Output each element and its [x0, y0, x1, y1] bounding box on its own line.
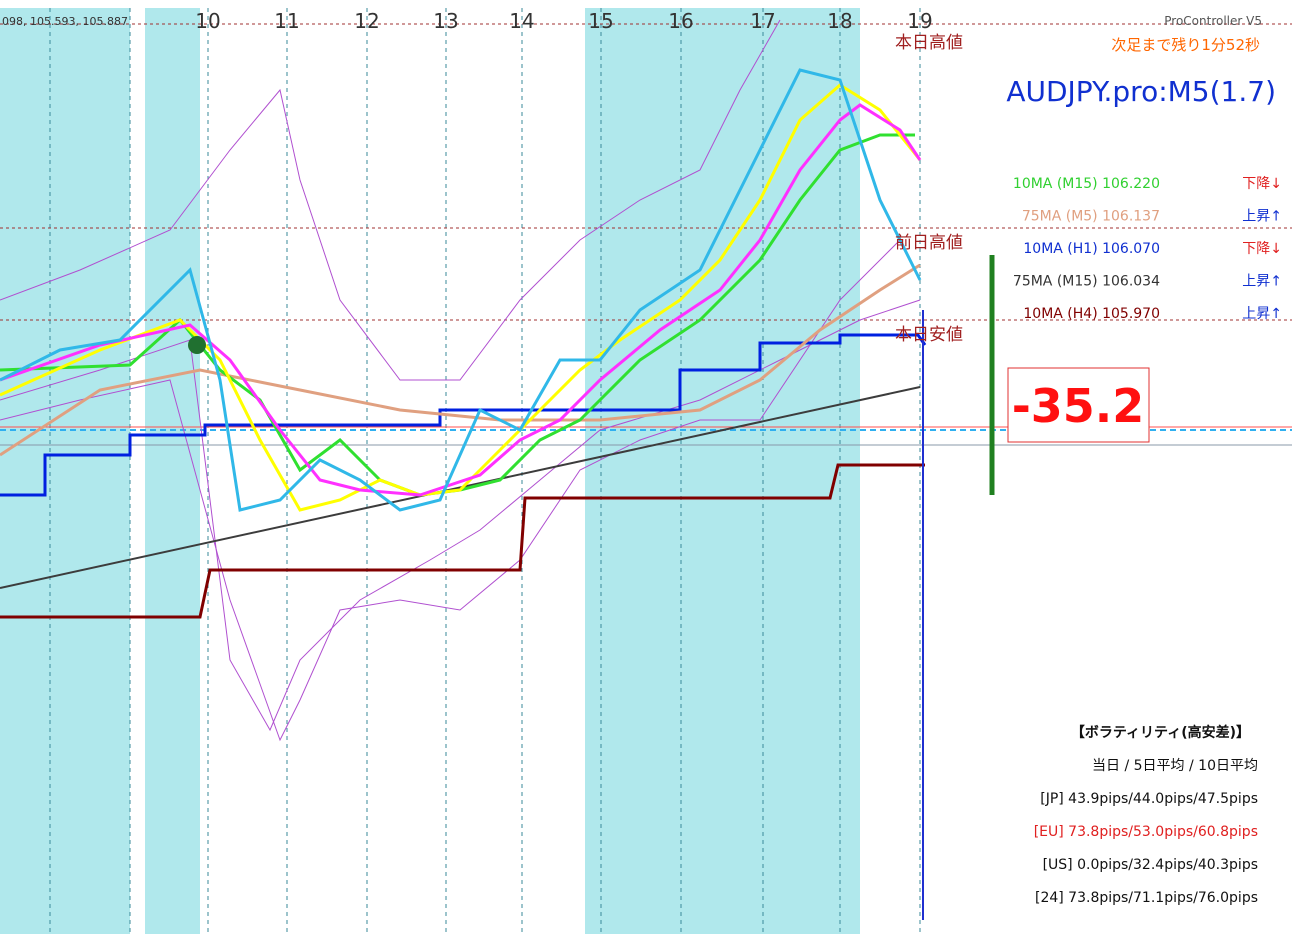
- ma-trend: 上昇↑: [1242, 306, 1282, 322]
- ma-m5-75: [0, 263, 921, 457]
- ma-trend: 上昇↑: [1242, 209, 1282, 225]
- level-lines: [0, 23, 1292, 321]
- level-label: 本日安値: [895, 325, 963, 345]
- bb-lower: [0, 239, 901, 742]
- volatility-row: [EU] 73.8pips/53.0pips/60.8pips: [1034, 824, 1258, 840]
- band: [585, 8, 860, 934]
- volatility-row: [US] 0.0pips/32.4pips/40.3pips: [1043, 857, 1258, 873]
- pips-value: -35.2: [1012, 379, 1145, 433]
- bb-upper: [0, 19, 781, 381]
- ma-m15-10: [0, 133, 915, 497]
- countdown: 次足まで残り1分52秒: [1111, 36, 1260, 54]
- volatility-row: [24] 73.8pips/71.1pips/76.0pips: [1035, 890, 1258, 906]
- ma-label: 10MA (H4) 105.970: [1023, 306, 1160, 322]
- tool-name: ProController V5: [1164, 14, 1262, 28]
- volatility-title: 【ボラティリティ(高安差)】: [1071, 724, 1250, 741]
- ma-label: 75MA (M5) 106.137: [1022, 209, 1160, 225]
- ma-trend: 下降↓: [1242, 176, 1282, 192]
- ma-yellow: [0, 83, 922, 512]
- time-label: 16: [668, 9, 693, 33]
- time-label: 14: [509, 9, 534, 33]
- ma-h4: [0, 463, 925, 619]
- ma-label: 10MA (M15) 106.220: [1013, 176, 1160, 192]
- time-label: 17: [750, 9, 775, 33]
- ma-gray: [0, 386, 921, 589]
- level-label: 本日高値: [895, 33, 963, 53]
- time-label: 12: [354, 9, 379, 33]
- time-label: 13: [433, 9, 458, 33]
- band: [145, 8, 200, 934]
- ma-trend: 上昇↑: [1242, 274, 1282, 290]
- moving-averages: [0, 68, 927, 619]
- symbol: AUDJPY.pro:M5(1.7): [1006, 75, 1276, 108]
- ma-label: 10MA (H1) 106.070: [1023, 241, 1160, 257]
- level-label: 前日高値: [895, 233, 963, 253]
- signal-icon: [188, 336, 206, 354]
- ma-label: 75MA (M15) 106.034: [1013, 274, 1160, 290]
- time-label: 15: [588, 9, 613, 33]
- time-label: 11: [274, 9, 299, 33]
- volatility-subtitle: 当日 / 5日平均 / 10日平均: [1092, 758, 1258, 774]
- ma-magenta: [0, 103, 922, 497]
- bollinger: [0, 19, 921, 742]
- band: [0, 8, 130, 934]
- session-bands: [0, 8, 860, 934]
- time-label: 10: [195, 9, 220, 33]
- bb-lower2: [0, 299, 921, 732]
- ma-trend: 下降↓: [1242, 241, 1282, 257]
- time-label: 19: [907, 9, 932, 33]
- ma-h1: [0, 333, 927, 497]
- ma-fast: [0, 68, 922, 512]
- vertical-grid: [49, 8, 921, 934]
- pips-box: [1007, 367, 1150, 443]
- time-label: 18: [827, 9, 852, 33]
- price-info: 098, 105.593, 105.887: [2, 15, 128, 28]
- volatility-row: [JP] 43.9pips/44.0pips/47.5pips: [1040, 791, 1258, 807]
